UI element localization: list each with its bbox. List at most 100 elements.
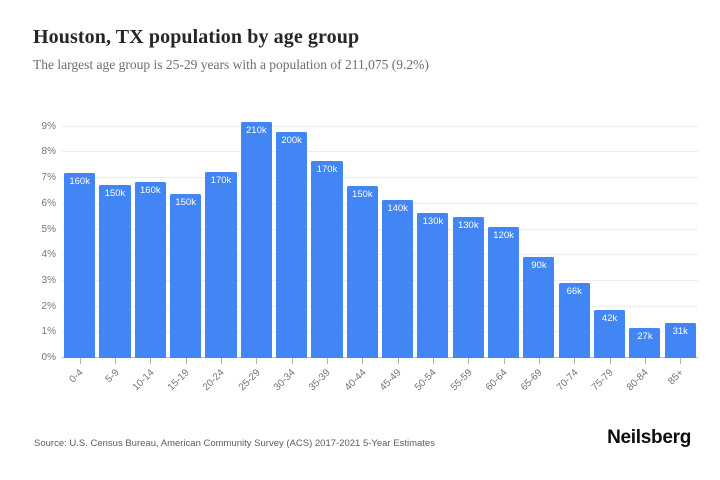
bar-slot: 120k xyxy=(486,100,521,358)
bar-85+[interactable]: 31k xyxy=(664,323,696,358)
bar-slot: 90k xyxy=(521,100,556,358)
gridline xyxy=(62,202,698,204)
x-axis-label: 20-24 xyxy=(201,367,228,394)
x-axis-label: 30-34 xyxy=(271,367,298,394)
bar-value-label: 90k xyxy=(531,259,547,271)
bar-value-label: 150k xyxy=(351,188,373,200)
bar-0-4[interactable]: 160k xyxy=(64,172,96,358)
x-axis-label: 80-84 xyxy=(625,367,652,394)
bar-value-label: 160k xyxy=(140,184,161,196)
bar-value-label: 170k xyxy=(210,174,232,186)
x-axis-tick xyxy=(291,358,293,364)
neilsberg-logo: Neilsberg xyxy=(607,427,691,448)
bar-slot: 31k xyxy=(663,100,698,358)
x-axis-tick xyxy=(609,358,611,364)
x-axis-label: 5-9 xyxy=(103,367,122,386)
x-axis-label: 55-59 xyxy=(448,367,475,394)
x-axis-tick xyxy=(327,358,328,364)
bar-value-label: 140k xyxy=(387,202,408,214)
x-axis-tick xyxy=(185,358,187,364)
x-axis-tick xyxy=(503,358,505,364)
bar-70-74[interactable]: 66k xyxy=(558,283,590,358)
x-axis-tick xyxy=(468,358,470,364)
x-axis-tick xyxy=(115,358,116,364)
bar-55-59[interactable]: 130k xyxy=(452,216,484,358)
bar-slot: 150k xyxy=(345,100,380,358)
bar-slot: 140k xyxy=(380,100,415,358)
bar-15-19[interactable]: 150k xyxy=(170,193,202,358)
x-axis-label: 60-64 xyxy=(483,367,510,394)
x-axis-label: 10-14 xyxy=(130,367,157,394)
bar-30-34[interactable]: 200k xyxy=(276,131,308,358)
gridline xyxy=(62,331,698,333)
bar-slot: 66k xyxy=(557,100,592,358)
gridline xyxy=(62,151,698,153)
bar-value-label: 150k xyxy=(104,187,126,199)
x-axis-line xyxy=(62,357,698,358)
x-axis-tick xyxy=(362,358,364,364)
bar-slot: 130k xyxy=(415,100,450,358)
bar-slot: 160k xyxy=(62,100,97,358)
y-axis-tick-label: 2% xyxy=(41,300,56,312)
x-axis-label: 15-19 xyxy=(165,367,192,394)
gridline xyxy=(62,228,698,230)
bar-slot: 160k xyxy=(133,100,168,358)
bar-slot: 130k xyxy=(451,100,486,358)
bar-slot: 200k xyxy=(274,100,309,358)
bar-slot: 42k xyxy=(592,100,627,358)
bar-10-14[interactable]: 160k xyxy=(134,181,166,358)
x-axis-tick xyxy=(680,358,682,364)
bar-value-label: 210k xyxy=(246,124,267,136)
bar-40-44[interactable]: 150k xyxy=(346,185,378,358)
bar-slot: 170k xyxy=(203,100,238,358)
bar-slot: 170k xyxy=(309,100,344,358)
gridline xyxy=(62,177,698,179)
y-axis-tick-label: 8% xyxy=(41,146,56,158)
x-axis-tick xyxy=(645,358,646,364)
bar-slot: 27k xyxy=(627,100,662,358)
x-axis-tick xyxy=(539,358,540,364)
bar-value-label: 160k xyxy=(69,175,90,187)
y-axis-tick-label: 9% xyxy=(41,120,56,132)
x-axis-label: 75-79 xyxy=(589,367,616,394)
y-axis-tick-label: 7% xyxy=(41,172,56,184)
bar-value-label: 31k xyxy=(672,326,688,338)
bar-45-49[interactable]: 140k xyxy=(382,199,414,358)
bar-value-label: 120k xyxy=(493,229,514,241)
gridline xyxy=(62,125,698,127)
x-axis-tick xyxy=(256,358,258,364)
y-axis-tick-label: 5% xyxy=(41,223,56,235)
bar-75-79[interactable]: 42k xyxy=(594,310,626,358)
bar-5-9[interactable]: 150k xyxy=(99,184,131,358)
x-axis-label: 45-49 xyxy=(377,367,404,394)
bar-35-39[interactable]: 170k xyxy=(311,161,343,358)
bar-value-label: 130k xyxy=(457,219,479,231)
bar-25-29[interactable]: 210k xyxy=(240,121,272,358)
x-axis-tick xyxy=(79,358,81,364)
bar-slot: 150k xyxy=(97,100,132,358)
bar-50-54[interactable]: 130k xyxy=(417,212,449,358)
x-axis-tick xyxy=(150,358,152,364)
x-axis-label: 65-69 xyxy=(519,367,546,394)
bar-20-24[interactable]: 170k xyxy=(205,171,237,358)
x-axis-label: 85+ xyxy=(666,367,687,388)
bars-group: 160k 150k 160k 150k 170k 210k 200k 170k 150k 140k… xyxy=(62,100,698,358)
page-title: Houston, TX population by age group xyxy=(33,26,360,48)
bar-80-84[interactable]: 27k xyxy=(629,328,661,358)
bar-65-69[interactable]: 90k xyxy=(523,256,555,358)
x-axis-label: 0-4 xyxy=(67,367,86,386)
bar-value-label: 42k xyxy=(601,313,618,325)
y-axis-tick-label: 4% xyxy=(41,249,56,261)
population-bar-chart: 0% 1% 2% 3% 4% 5% 6% 7% 8% 9% 160k 150k 160k 150k 170k… xyxy=(42,100,698,393)
bar-60-64[interactable]: 120k xyxy=(488,226,520,358)
gridline xyxy=(62,279,698,281)
bar-slot: 150k xyxy=(168,100,203,358)
gridline xyxy=(62,305,698,307)
x-axis-label: 35-39 xyxy=(307,367,334,394)
x-axis-label: 50-54 xyxy=(413,367,440,394)
x-axis-tick xyxy=(221,358,222,364)
x-axis-tick xyxy=(433,358,434,364)
page-subtitle: The largest age group is 25-29 years wit… xyxy=(33,57,429,72)
x-axis-tick xyxy=(397,358,399,364)
